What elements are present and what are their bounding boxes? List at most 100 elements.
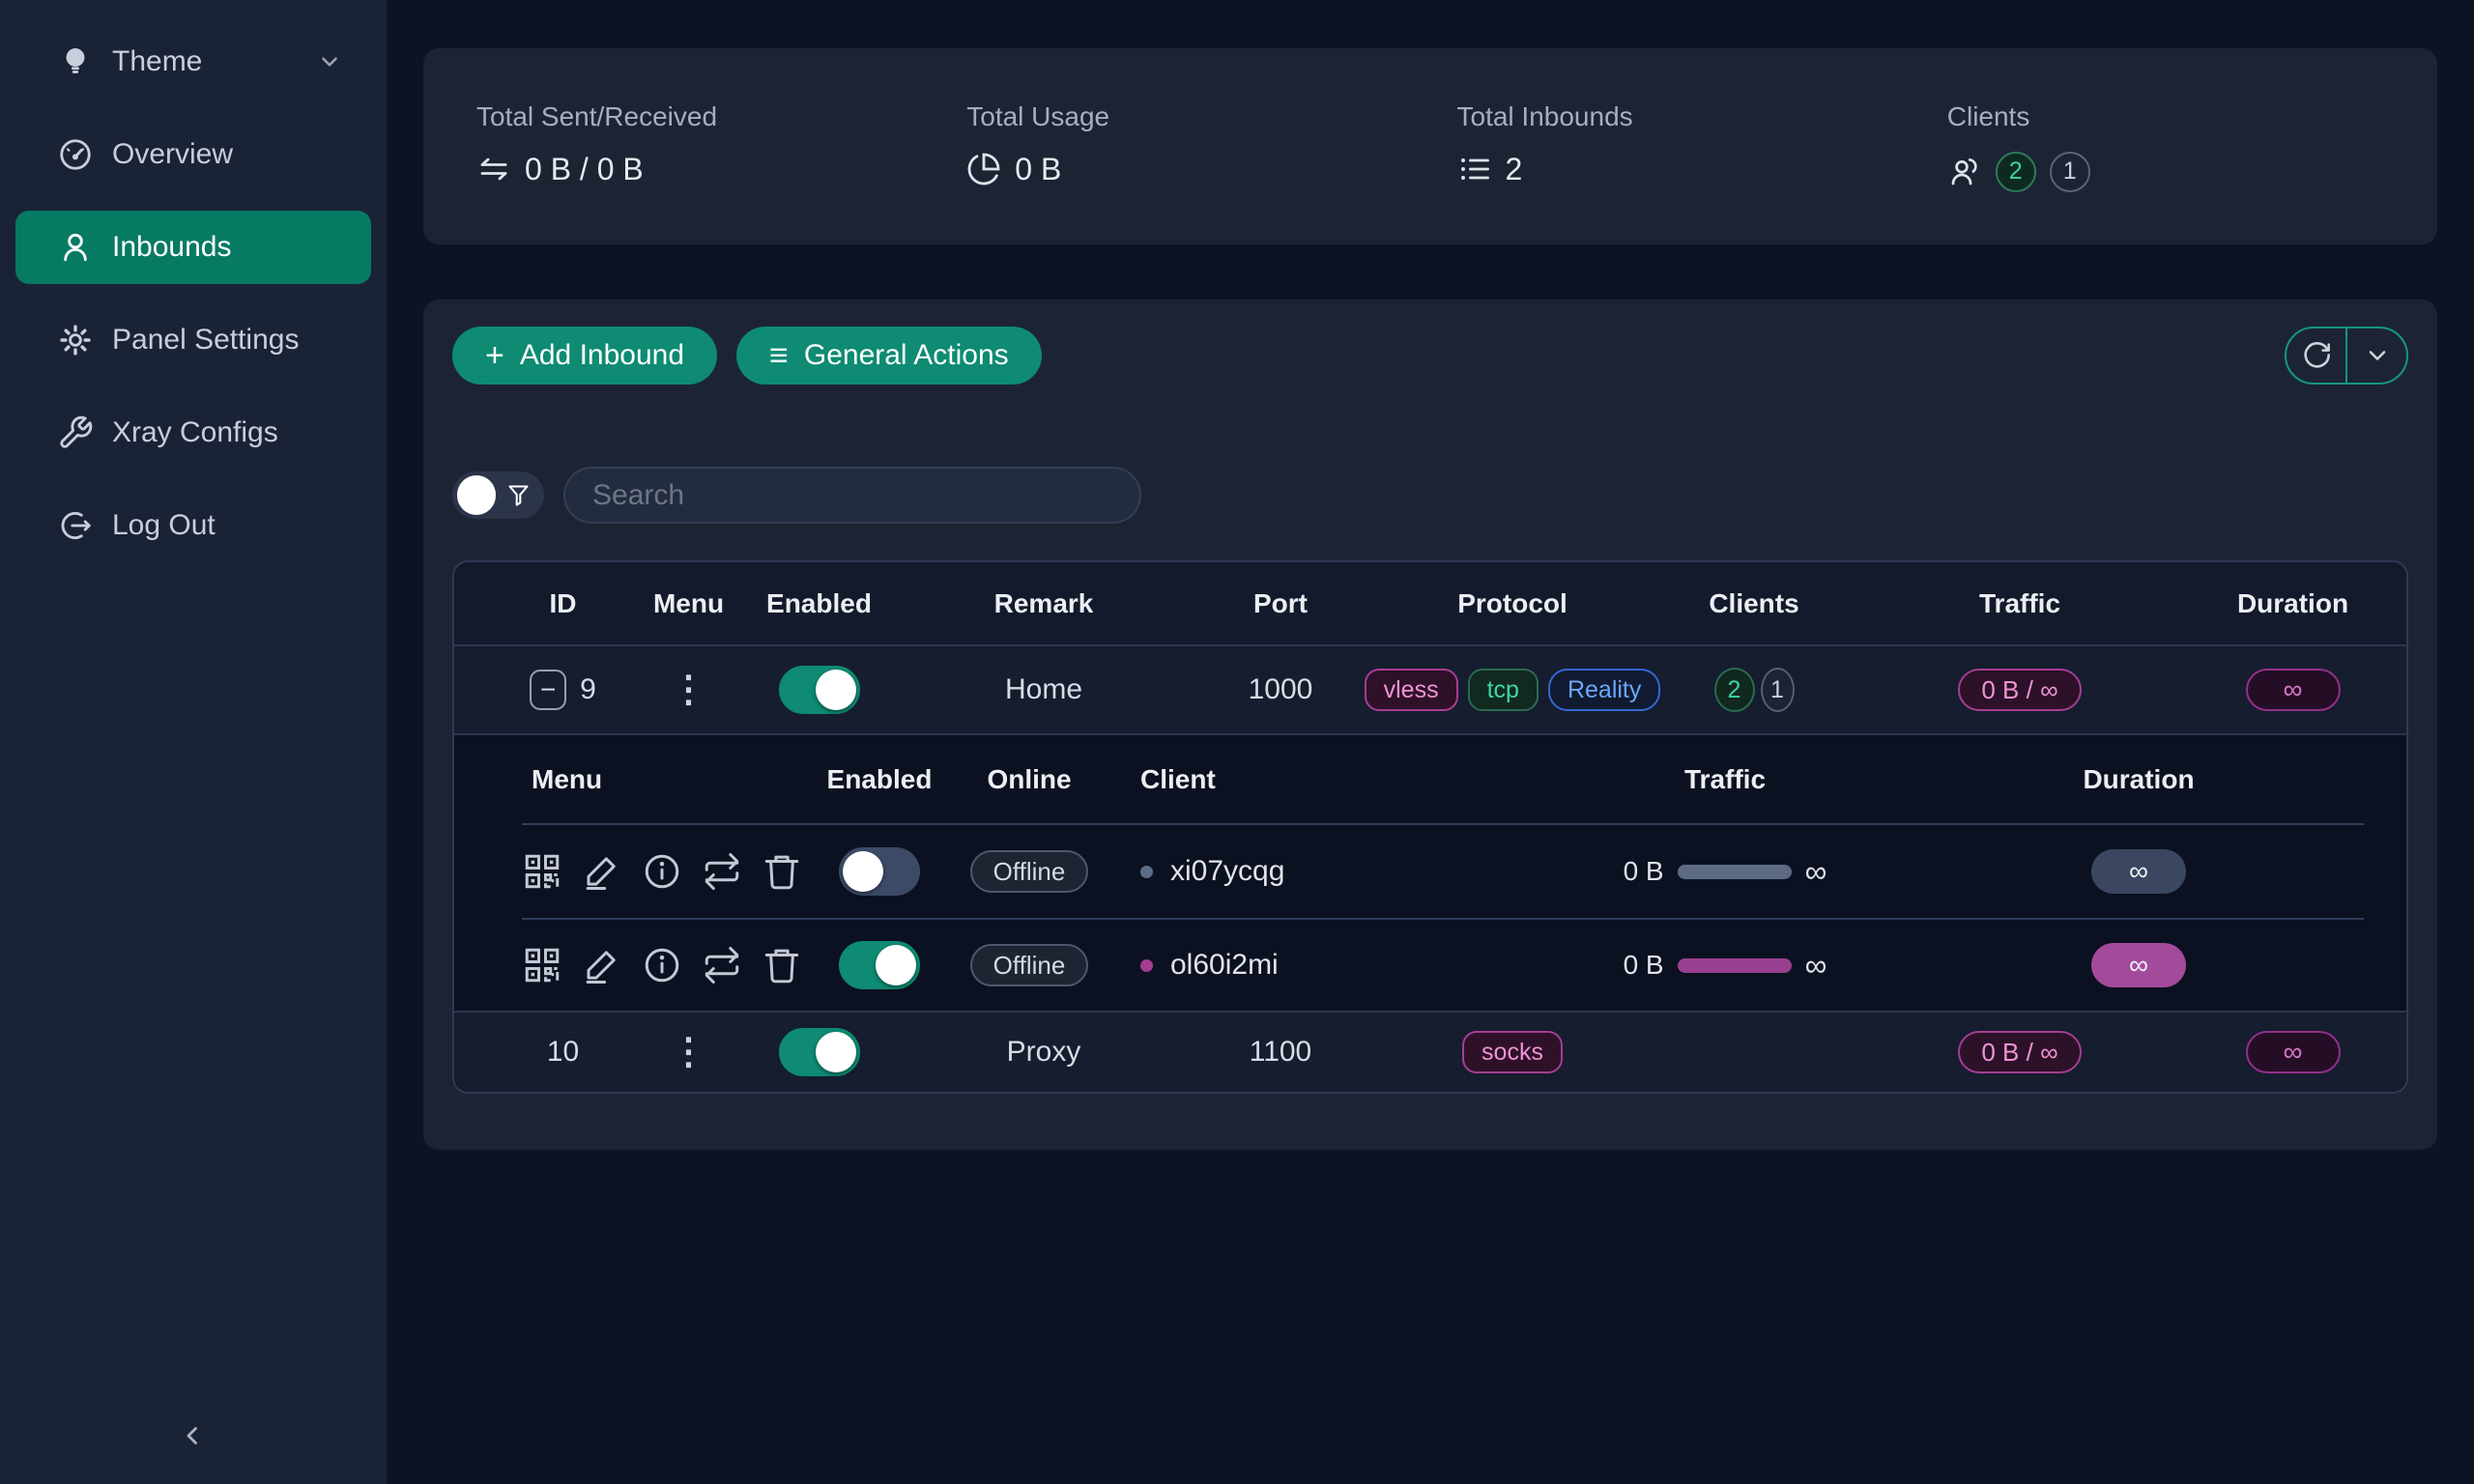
table-row-inbound-9: − 9 ⋮ Home 1000 vless tcp Reality 2: [454, 644, 2406, 733]
inbound-remark: Proxy: [1006, 1036, 1081, 1068]
inbound-id: 9: [580, 673, 596, 705]
header-enabled: Enabled: [766, 587, 872, 618]
wrench-icon: [54, 414, 97, 451]
filter-row: [452, 467, 2408, 524]
users-icon: [1947, 155, 1982, 189]
theme-selector[interactable]: Theme: [15, 25, 371, 99]
traffic-progress-bar: [1677, 957, 1792, 973]
traffic-used: 0 B: [1623, 950, 1664, 980]
stat-value: 0 B: [1015, 151, 1062, 186]
sub-header-menu: Menu: [532, 763, 603, 794]
client-enabled-toggle[interactable]: [839, 941, 920, 989]
duration-pill: ∞: [2245, 1031, 2341, 1073]
stat-label: Clients: [1946, 100, 2030, 131]
clients-online-badge: 2: [1995, 151, 2036, 192]
toolbar: + Add Inbound ≡ General Actions: [452, 327, 2408, 385]
client-subtable-header: Menu Enabled Online Client Traffic Durat…: [522, 735, 2364, 825]
traffic-used: 0 B: [1623, 856, 1664, 886]
filter-toggle[interactable]: [452, 471, 544, 519]
edit-icon[interactable]: [582, 851, 622, 892]
sidebar-item-label: Log Out: [112, 509, 216, 541]
row-menu-button[interactable]: ⋮: [670, 1031, 707, 1072]
traffic-limit: ∞: [1804, 853, 1827, 889]
info-icon[interactable]: [642, 851, 682, 892]
search-input[interactable]: [563, 467, 1141, 524]
inbound-port: 1000: [1248, 673, 1313, 705]
inbound-port: 1100: [1249, 1036, 1312, 1068]
header-traffic: Traffic: [1978, 587, 2061, 618]
collapse-row-button[interactable]: −: [530, 670, 567, 710]
bulb-icon: [54, 44, 97, 79]
info-icon[interactable]: [642, 945, 682, 985]
edit-icon[interactable]: [582, 945, 622, 985]
header-port: Port: [1253, 587, 1308, 618]
sub-header-online: Online: [987, 763, 1072, 794]
theme-label: Theme: [112, 45, 203, 77]
sidebar-collapse-button[interactable]: [172, 1414, 215, 1457]
network-badge: tcp: [1467, 669, 1539, 711]
client-color-dot: [1140, 865, 1153, 878]
general-actions-button[interactable]: ≡ General Actions: [736, 327, 1042, 385]
clients-online-badge: 2: [1713, 668, 1755, 712]
duration-pill: ∞: [2091, 943, 2186, 987]
stat-value: 0 B / 0 B: [525, 151, 644, 186]
stat-usage: Total Usage 0 B: [966, 101, 1456, 192]
main-content: Total Sent/Received 0 B / 0 B Total Usag…: [387, 0, 2474, 1484]
protocol-badge: vless: [1364, 669, 1458, 711]
online-status-badge: Offline: [969, 944, 1089, 986]
sidebar-item-label: Overview: [112, 138, 234, 170]
qr-code-icon[interactable]: [522, 851, 562, 892]
row-menu-button[interactable]: ⋮: [670, 669, 707, 710]
inbound-enabled-toggle[interactable]: [778, 666, 860, 714]
sidebar: Theme Overview Inbounds Panel Settings: [0, 0, 387, 1484]
reset-traffic-icon[interactable]: [702, 851, 742, 892]
funnel-icon: [505, 482, 532, 508]
duration-pill: ∞: [2091, 849, 2186, 894]
traffic-limit: ∞: [1804, 947, 1827, 983]
inbound-id: 10: [546, 1036, 580, 1068]
refresh-options-button[interactable]: [2345, 328, 2406, 383]
pie-chart-icon: [966, 152, 1001, 186]
sidebar-item-xray-configs[interactable]: Xray Configs: [15, 396, 371, 470]
clients-total-badge: 1: [2049, 151, 2090, 192]
stat-label: Total Sent/Received: [476, 100, 718, 131]
gauge-icon: [54, 136, 97, 173]
toggle-knob: [457, 475, 496, 515]
sub-header-client: Client: [1140, 763, 1216, 794]
stat-inbounds: Total Inbounds 2: [1457, 101, 1947, 192]
sidebar-item-inbounds[interactable]: Inbounds: [15, 211, 371, 284]
client-row-xi07ycqg: Offline xi07ycqg 0 B ∞ ∞: [522, 825, 2364, 918]
add-inbound-button[interactable]: + Add Inbound: [452, 327, 718, 385]
sub-header-enabled: Enabled: [826, 763, 933, 794]
table-header: ID Menu Enabled Remark Port Protocol Cli…: [454, 562, 2406, 644]
person-icon: [54, 229, 97, 266]
header-duration: Duration: [2236, 587, 2349, 618]
sidebar-item-label: Inbounds: [112, 231, 232, 263]
header-menu: Menu: [652, 587, 725, 618]
delete-icon[interactable]: [762, 851, 802, 892]
protocol-badge: socks: [1462, 1031, 1563, 1073]
reset-traffic-icon[interactable]: [702, 945, 742, 985]
sidebar-item-overview[interactable]: Overview: [15, 118, 371, 191]
traffic-progress-bar: [1677, 864, 1792, 879]
client-enabled-toggle[interactable]: [839, 847, 920, 896]
header-protocol: Protocol: [1457, 587, 1568, 618]
refresh-split-button: [2285, 327, 2408, 385]
sidebar-item-logout[interactable]: Log Out: [15, 489, 371, 562]
table-row-inbound-10: 10 ⋮ Proxy 1100 socks 0 B / ∞ ∞: [454, 1011, 2406, 1092]
refresh-button[interactable]: [2287, 328, 2345, 383]
chevron-down-icon: [317, 49, 342, 74]
stats-card: Total Sent/Received 0 B / 0 B Total Usag…: [423, 48, 2437, 244]
sidebar-item-panel-settings[interactable]: Panel Settings: [15, 303, 371, 377]
inbounds-table: ID Menu Enabled Remark Port Protocol Cli…: [452, 560, 2408, 1094]
client-name: ol60i2mi: [1170, 949, 1279, 981]
stat-label: Total Usage: [966, 100, 1110, 131]
sub-header-duration: Duration: [2083, 763, 2195, 794]
delete-icon[interactable]: [762, 945, 802, 985]
transfer-icon: [476, 152, 511, 186]
hamburger-icon: ≡: [769, 337, 789, 374]
duration-pill: ∞: [2245, 669, 2341, 711]
qr-code-icon[interactable]: [522, 945, 562, 985]
sub-header-traffic: Traffic: [1683, 763, 1767, 794]
inbound-enabled-toggle[interactable]: [778, 1028, 860, 1076]
